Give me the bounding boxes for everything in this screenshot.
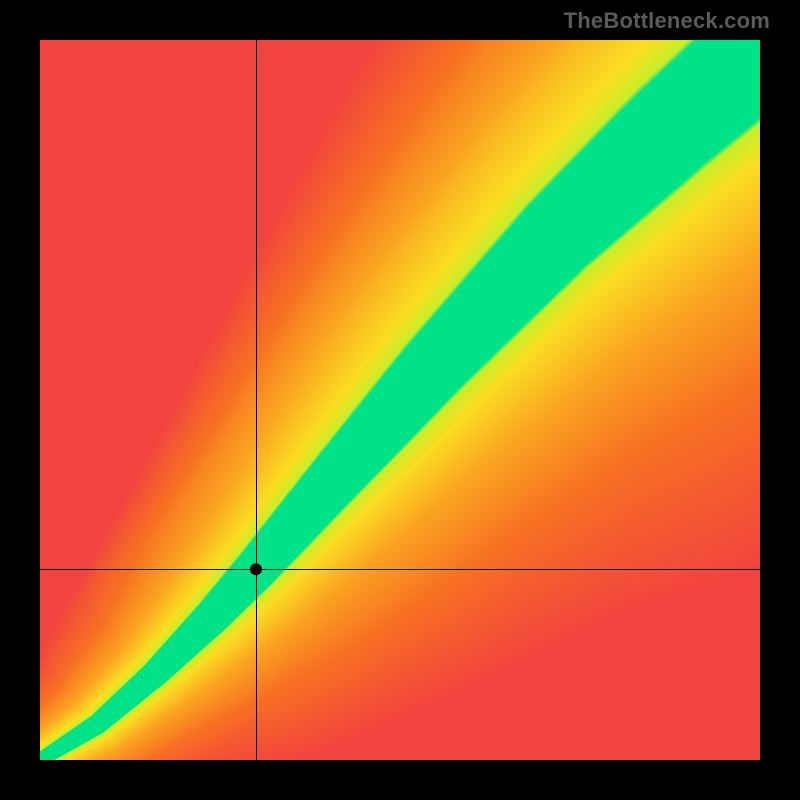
heatmap-canvas (40, 40, 760, 760)
heatmap-plot (40, 40, 760, 760)
watermark-text: TheBottleneck.com (564, 8, 770, 34)
